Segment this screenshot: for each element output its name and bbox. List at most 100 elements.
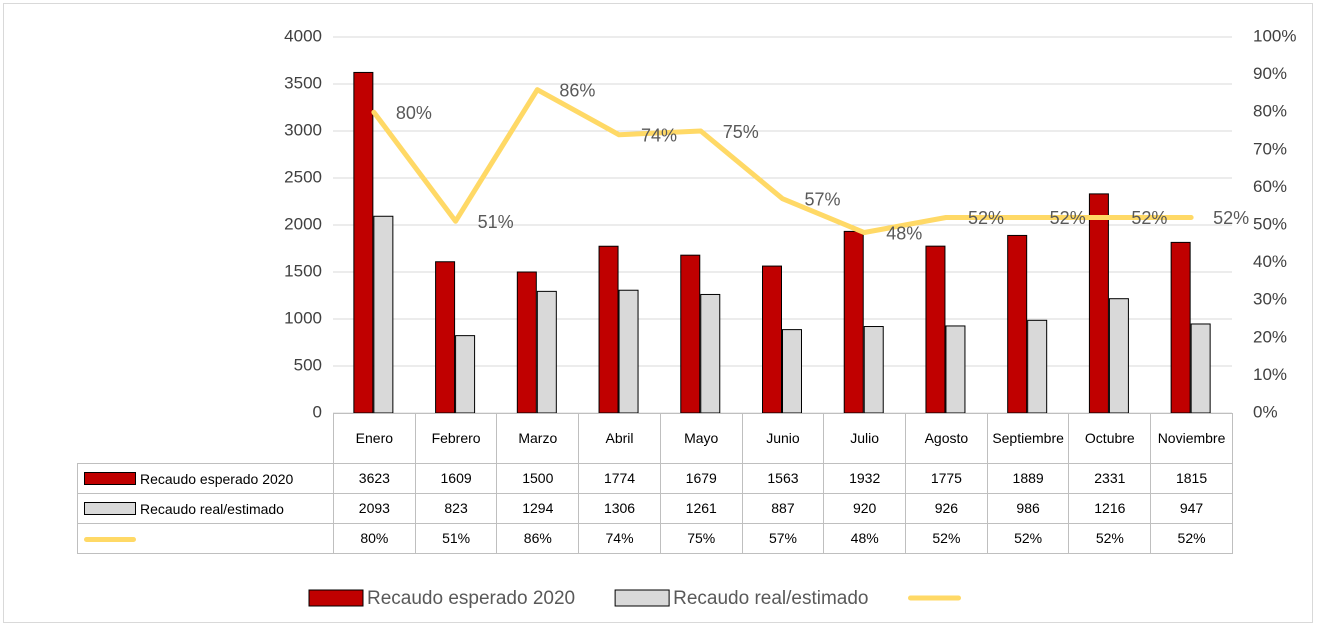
value-cell: 1815 — [1150, 463, 1233, 494]
table-row: Recaudo real/estimado 2093 823 1294 1306 1261… — [77, 493, 1233, 524]
bar — [1027, 319, 1048, 414]
bar — [618, 289, 639, 414]
value-cell: 1216 — [1068, 493, 1152, 524]
chart-frame — [3, 3, 1313, 623]
data-label: 51% — [478, 212, 514, 232]
row-swatch — [84, 472, 136, 486]
bar — [1088, 193, 1109, 414]
bar — [700, 293, 721, 414]
data-label: 52% — [1213, 208, 1249, 228]
bar — [680, 254, 701, 414]
bar — [843, 230, 864, 414]
y2-tick-label: 70% — [1253, 139, 1287, 158]
data-label: 52% — [1050, 208, 1086, 228]
bar — [945, 325, 966, 414]
data-label: 52% — [1131, 208, 1167, 228]
table-row: 80% 51% 86% 74% 75% 57% 48% 52% 52% 52% 52% — [77, 523, 1233, 554]
value-cell: 1775 — [905, 463, 988, 494]
category-cell: Marzo — [496, 413, 580, 464]
y2-tick-label: 40% — [1253, 252, 1287, 271]
value-cell: 2331 — [1068, 463, 1152, 494]
value-cell: 1500 — [496, 463, 580, 494]
bar — [863, 326, 884, 414]
blank-cell — [77, 413, 334, 464]
value-cell: 74% — [578, 523, 661, 554]
data-label: 52% — [968, 208, 1004, 228]
value-cell: 48% — [823, 523, 907, 554]
value-cell: 1306 — [578, 493, 661, 524]
bar — [516, 271, 537, 414]
bar — [373, 215, 394, 414]
bar — [1007, 234, 1028, 414]
value-cell: 986 — [986, 493, 1070, 524]
row-swatch — [84, 536, 136, 542]
table-header-row: Enero Febrero Marzo Abril Mayo Junio Julio Agos… — [77, 413, 1233, 464]
y2-tick-label: 30% — [1253, 290, 1287, 309]
line-series — [371, 87, 1194, 236]
y2-tick-label: 60% — [1253, 177, 1287, 196]
legend-swatch — [614, 589, 670, 607]
value-cell: 1889 — [986, 463, 1070, 494]
data-label: 86% — [559, 80, 595, 100]
value-cell: 57% — [741, 523, 825, 554]
value-cell: 3623 — [333, 463, 416, 494]
data-label: 75% — [723, 122, 759, 142]
value-cell: 80% — [333, 523, 416, 554]
data-label: 48% — [886, 223, 922, 243]
bar — [536, 290, 557, 414]
row-swatch — [84, 502, 136, 516]
value-cell: 947 — [1150, 493, 1233, 524]
category-cell: Septiembre — [986, 413, 1070, 464]
legend-label: Recaudo real/estimado — [673, 588, 868, 609]
bar — [1170, 241, 1191, 414]
value-cell: 823 — [414, 493, 498, 524]
row-header — [77, 523, 334, 554]
category-cell: Mayo — [659, 413, 743, 464]
y-tick-label: 2000 — [284, 214, 322, 233]
row-header: Recaudo esperado 2020 — [77, 463, 334, 494]
value-cell: 1261 — [659, 493, 743, 524]
bar — [925, 245, 946, 414]
bar — [598, 245, 619, 414]
bar — [782, 329, 802, 414]
value-cell: 887 — [741, 493, 825, 524]
value-cell: 920 — [823, 493, 907, 524]
category-cell: Enero — [333, 413, 416, 464]
y2-tick-label: 0% — [1253, 402, 1278, 421]
data-table: Enero Febrero Marzo Abril Mayo Junio Julio Agos… — [77, 413, 1233, 554]
value-cell: 52% — [1068, 523, 1152, 554]
bar — [455, 335, 476, 414]
y2-tick-label: 90% — [1253, 64, 1287, 83]
value-cell: 52% — [1150, 523, 1233, 554]
bar — [435, 261, 456, 414]
data-label: 57% — [805, 189, 841, 209]
value-cell: 51% — [414, 523, 498, 554]
table-row: Recaudo esperado 2020 3623 1609 1500 1774 167… — [77, 463, 1233, 494]
category-cell: Noviembre — [1150, 413, 1233, 464]
category-cell: Junio — [741, 413, 825, 464]
category-cell: Agosto — [905, 413, 988, 464]
y2-tick-label: 20% — [1253, 327, 1287, 346]
data-label: 80% — [396, 103, 432, 123]
bar — [1190, 323, 1211, 414]
value-cell: 1294 — [496, 493, 580, 524]
y-tick-label: 500 — [294, 355, 322, 374]
y-tick-label: 2500 — [284, 167, 322, 186]
value-cell: 1609 — [414, 463, 498, 494]
value-cell: 1563 — [741, 463, 825, 494]
category-cell: Febrero — [414, 413, 498, 464]
row-label: Recaudo esperado 2020 — [140, 470, 294, 487]
bar — [1108, 298, 1129, 414]
value-cell: 926 — [905, 493, 988, 524]
category-cell: Octubre — [1068, 413, 1152, 464]
y-tick-label: 0 — [313, 402, 322, 421]
bar — [353, 71, 374, 414]
y-tick-label: 3500 — [284, 73, 322, 92]
legend-label: Recaudo esperado 2020 — [367, 588, 575, 609]
legend-swatch — [308, 589, 364, 607]
value-cell: 1932 — [823, 463, 907, 494]
y-tick-label: 1500 — [284, 261, 322, 280]
value-cell: 75% — [659, 523, 743, 554]
